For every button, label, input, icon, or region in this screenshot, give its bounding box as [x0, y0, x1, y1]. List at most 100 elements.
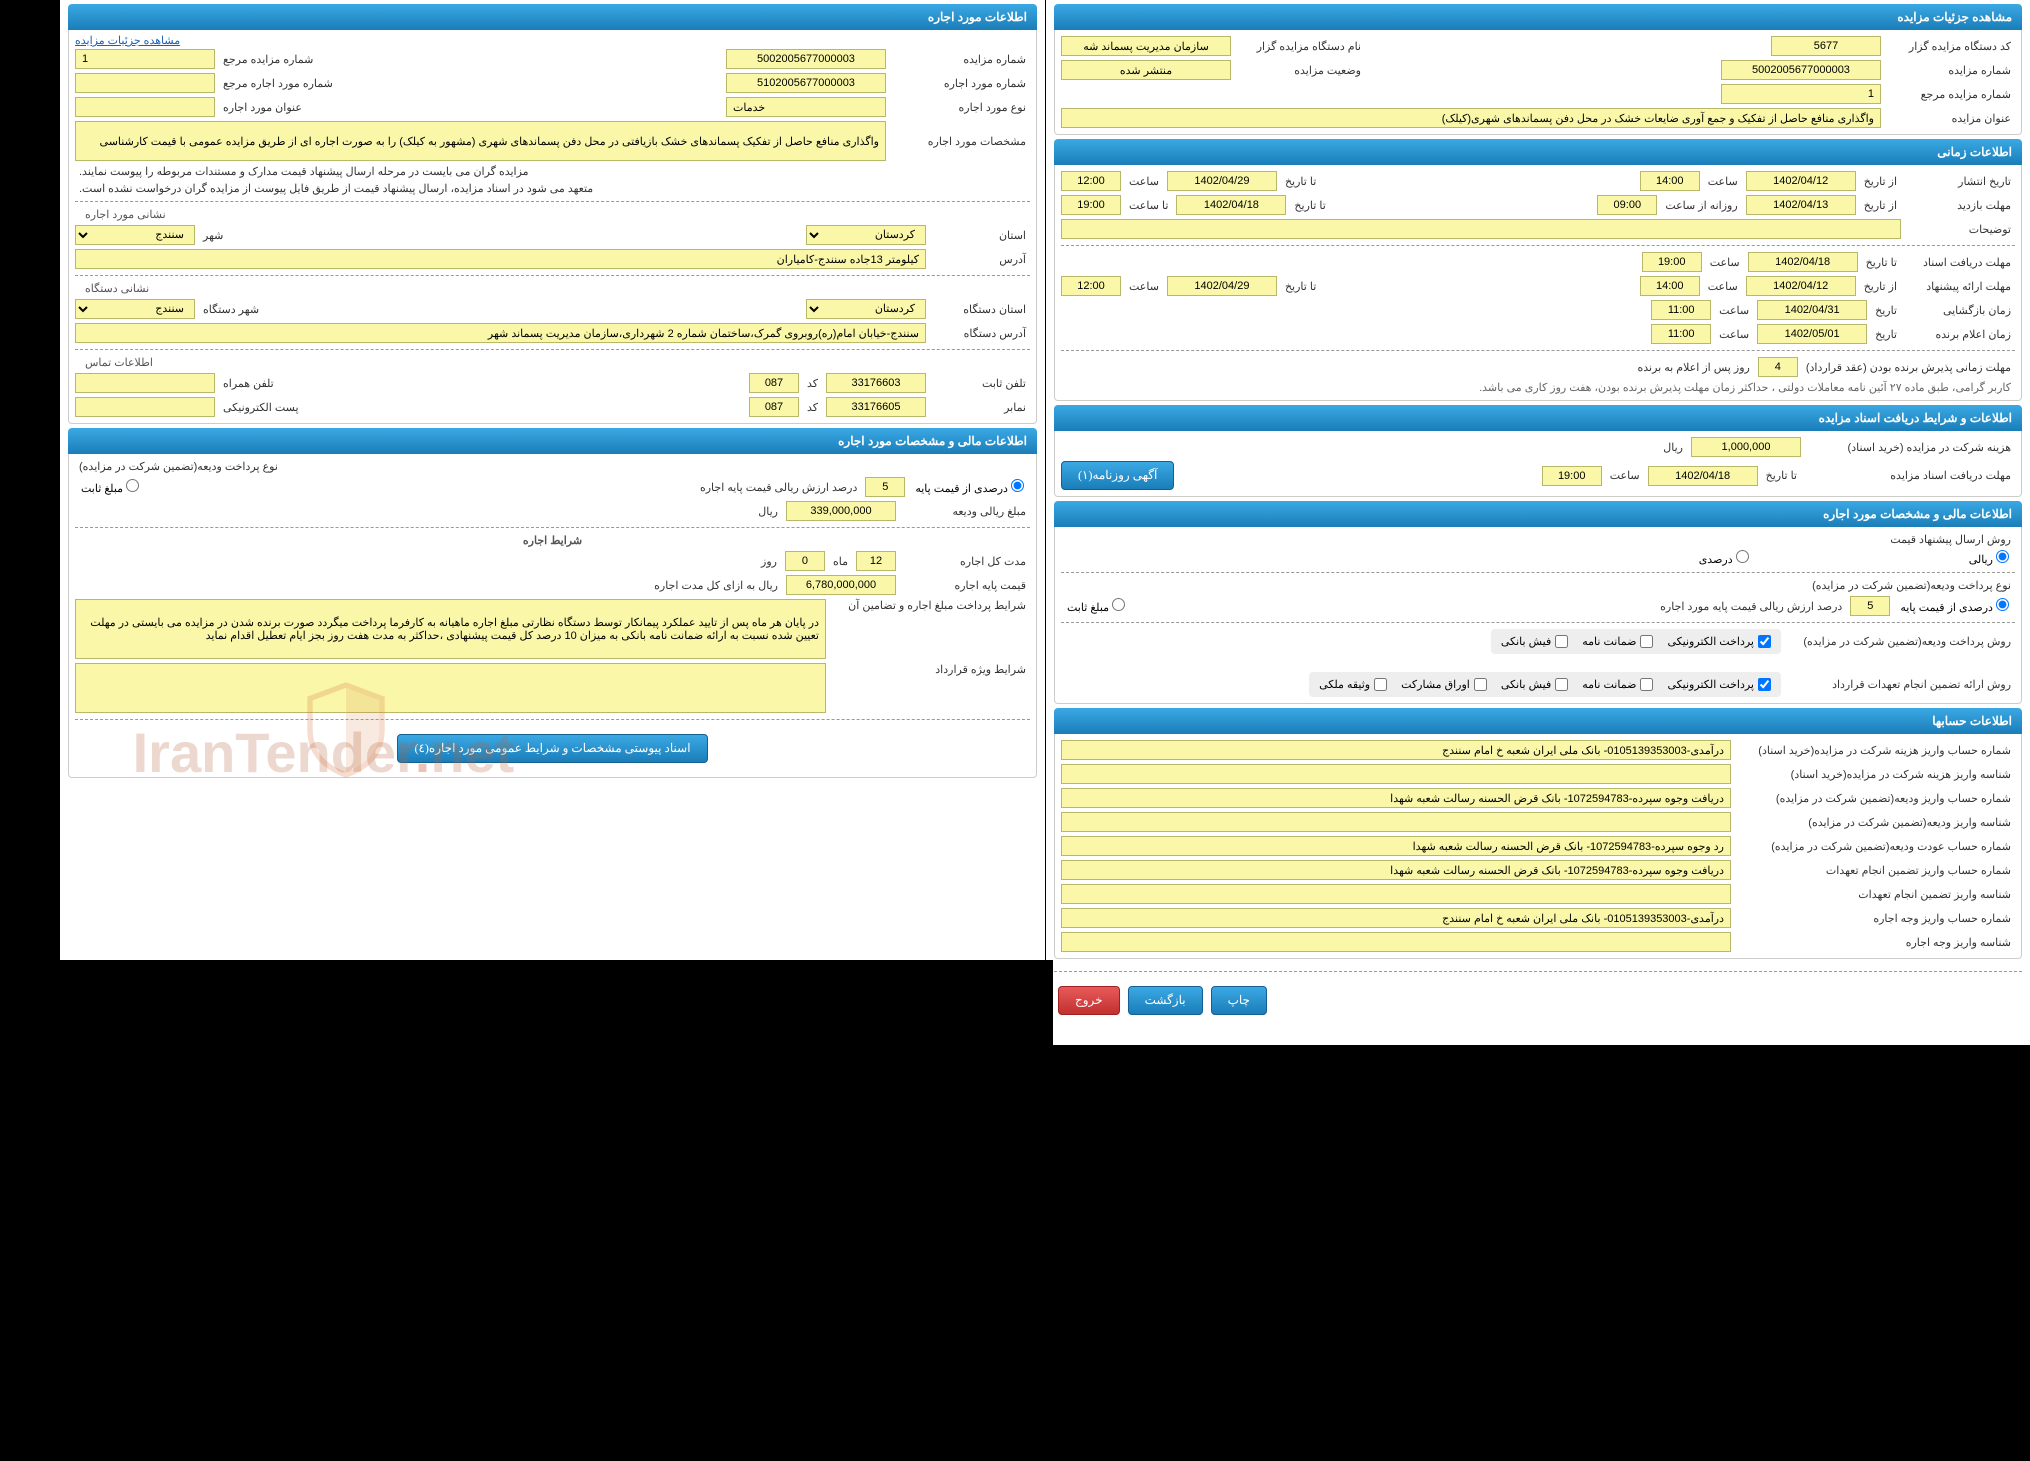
l-email-lbl: پست الکترونیکی	[219, 401, 303, 414]
org-city-select[interactable]: سنندج	[75, 299, 195, 319]
lf-percent: 5	[865, 477, 905, 497]
lf-radio-percent[interactable]: درصدی از قیمت پایه	[909, 479, 1030, 495]
province-select[interactable]: کردستان	[806, 225, 926, 245]
lf-terms: در پایان هر ماه پس از تایید عملکرد پیمان…	[75, 599, 826, 659]
lbl-doc-time: ساعت	[1706, 256, 1744, 269]
val-visit-from-t: 09:00	[1597, 195, 1657, 215]
attachments-button[interactable]: اسناد پیوستی مشخصات و شرایط عمومی مورد ا…	[397, 734, 707, 763]
back-button[interactable]: بازگشت	[1128, 986, 1203, 1015]
radio-dep-fixed[interactable]: مبلغ ثابت	[1061, 598, 1131, 614]
radio-dep-percent[interactable]: درصدی از قیمت پایه	[1894, 598, 2015, 614]
chk-c-electronic[interactable]: پرداخت الکترونیکی	[1667, 678, 1771, 691]
chk-c-bonds[interactable]: اوراق مشارکت	[1401, 678, 1487, 691]
lbl-bid-to: تا تاریخ	[1281, 280, 1320, 293]
sec-time: تاریخ انتشار از تاریخ 1402/04/12 ساعت 14…	[1054, 165, 2022, 401]
acc-r4	[1061, 812, 1731, 832]
radio-dep-fixed-input[interactable]	[1112, 598, 1125, 611]
newspaper-button[interactable]: آگهی روزنامه(۱)	[1061, 461, 1174, 490]
l-num: 5002005677000003	[726, 49, 886, 69]
radio-percent-input[interactable]	[1736, 550, 1749, 563]
l-num-lbl: شماره مزایده	[890, 53, 1030, 66]
lbl-open: زمان بازگشایی	[1905, 304, 2015, 317]
l-fax-code-lbl: کد	[803, 401, 822, 414]
val-pub-to-time: 12:00	[1061, 171, 1121, 191]
chk-bank[interactable]: فیش بانکی	[1501, 635, 1568, 648]
l-fax-lbl: نمابر	[930, 401, 1030, 414]
lbl-num: شماره مزایده	[1885, 64, 2015, 77]
lf-deposit-type-lbl: نوع پرداخت ودیعه(تضمین شرکت در مزایده)	[75, 460, 282, 473]
right-panel: مشاهده جزئیات مزایده کد دستگاه مزایده گز…	[1045, 0, 2030, 1045]
hdr-finance-r: اطلاعات مالی و مشخصات مورد اجاره	[1054, 501, 2022, 527]
chk-electronic[interactable]: پرداخت الکترونیکی	[1667, 635, 1771, 648]
chk-c-bank[interactable]: فیش بانکی	[1501, 678, 1568, 691]
l-fax: 33176605	[826, 397, 926, 417]
lbl-pub-to: تا تاریخ	[1281, 175, 1320, 188]
l-phone: 33176603	[826, 373, 926, 393]
lf-deposit-amt-lbl: مبلغ ریالی ودیعه	[900, 505, 1030, 518]
acc-r6-lbl: شماره حساب واریز تضمین انجام تعهدات	[1735, 864, 2015, 877]
l-title	[75, 97, 215, 117]
lf-terms-lbl: شرایط پرداخت مبلغ اجاره و تضامین آن	[830, 599, 1030, 612]
lbl-winner: زمان اعلام برنده	[1905, 328, 2015, 341]
city-select[interactable]: سنندج	[75, 225, 195, 245]
l-org-addr: سنندج-خیابان امام(ره)روبروی گمرک،ساختمان…	[75, 323, 926, 343]
val-dl-time: 19:00	[1542, 466, 1602, 486]
sec-lease: مشاهده جزئیات مزایده شماره مزایده 500200…	[68, 30, 1037, 424]
radio-rial-input[interactable]	[1996, 550, 2009, 563]
lbl-dep-suffix: درصد ارزش ریالی قیمت پایه مورد اجاره	[1656, 600, 1846, 613]
lbl-title: عنوان مزایده	[1885, 112, 2015, 125]
lbl-visit-daily: روزانه از ساعت	[1661, 199, 1741, 212]
left-panel: IranTender.net اطلاعات مورد اجاره مشاهده…	[60, 0, 1045, 1045]
val-open-time: 11:00	[1651, 300, 1711, 320]
radio-percent[interactable]: درصدی	[1693, 550, 1755, 566]
acc-r1: درآمدی-0105139353003- بانک ملی ایران شعب…	[1061, 740, 1731, 760]
l-phone-lbl: تلفن ثابت	[930, 377, 1030, 390]
view-details-link[interactable]: مشاهده جزئیات مزایده	[75, 35, 180, 47]
lbl-bid-from: از تاریخ	[1860, 280, 1901, 293]
lf-days: 0	[785, 551, 825, 571]
lf-currency: ریال	[754, 505, 782, 518]
org-province-select[interactable]: کردستان	[806, 299, 926, 319]
chk-c-property[interactable]: وثیقه ملکی	[1319, 678, 1387, 691]
lbl-pub-from: از تاریخ	[1860, 175, 1901, 188]
lf-base-suffix: ریال به ازای کل مدت اجاره	[650, 579, 782, 592]
lbl-org: نام دستگاه مزایده گزار	[1235, 40, 1365, 53]
l-type-lbl: نوع مورد اجاره	[890, 101, 1030, 114]
acc-r7	[1061, 884, 1731, 904]
acc-r6: دریافت وجوه سپرده-1072594783- بانک قرض ا…	[1061, 860, 1731, 880]
val-winner-time: 11:00	[1651, 324, 1711, 344]
l-phone-code: 087	[749, 373, 799, 393]
lbl-currency: ریال	[1659, 441, 1687, 454]
chk-c-guarantee[interactable]: ضمانت نامه	[1582, 678, 1653, 691]
val-dl-to: 1402/04/18	[1648, 466, 1758, 486]
val-title: واگذاری منافع حاصل از تفکیک و جمع آوری ض…	[1061, 108, 1881, 128]
chk-guarantee[interactable]: ضمانت نامه	[1582, 635, 1653, 648]
contract-method-group: پرداخت الکترونیکی ضمانت نامه فیش بانکی ا…	[1309, 672, 1781, 697]
hdr-time: اطلاعات زمانی	[1054, 139, 2022, 165]
lf-duration-lbl: مدت کل اجاره	[900, 555, 1030, 568]
radio-rial[interactable]: ریالی	[1963, 550, 2015, 566]
exit-button[interactable]: خروج	[1058, 986, 1120, 1015]
hdr-docs: اطلاعات و شرایط دریافت اسناد مزایده	[1054, 405, 2022, 431]
acc-r5: رد وجوه سپرده-1072594783- بانک قرض الحسن…	[1061, 836, 1731, 856]
radio-dep-percent-input[interactable]	[1996, 598, 2009, 611]
sec-docs: هزینه شرکت در مزایده (خرید اسناد) 1,000,…	[1054, 431, 2022, 497]
lbl-contract-method: روش ارائه تضمین انجام تعهدات قرارداد	[1785, 678, 2015, 691]
acc-r8-lbl: شماره حساب واریز وجه اجاره	[1735, 912, 2015, 925]
val-bid-to: 1402/04/29	[1167, 276, 1277, 296]
l-lease-num: 5102005677000003	[726, 73, 886, 93]
lf-deposit-amt: 339,000,000	[786, 501, 896, 521]
l-addr-header: نشانی مورد اجاره	[75, 206, 1030, 223]
lbl-dl-to: تا تاریخ	[1762, 469, 1801, 482]
val-visit-to: 1402/04/18	[1176, 195, 1286, 215]
val-num: 5002005677000003	[1721, 60, 1881, 80]
lf-radio-fixed[interactable]: مبلغ ثابت	[75, 479, 145, 495]
val-status: منتشر شده	[1061, 60, 1231, 80]
lbl-doc-deadline: مهلت دریافت اسناد مزایده	[1805, 469, 2015, 482]
l-spec-lbl: مشخصات مورد اجاره	[890, 135, 1030, 148]
val-open-date: 1402/04/31	[1757, 300, 1867, 320]
lbl-status: وضعیت مزایده	[1235, 64, 1365, 77]
print-button[interactable]: چاپ	[1211, 986, 1267, 1015]
hdr-finance-l: اطلاعات مالی و مشخصات مورد اجاره	[68, 428, 1037, 454]
lbl-bid-from-t: ساعت	[1704, 280, 1742, 293]
